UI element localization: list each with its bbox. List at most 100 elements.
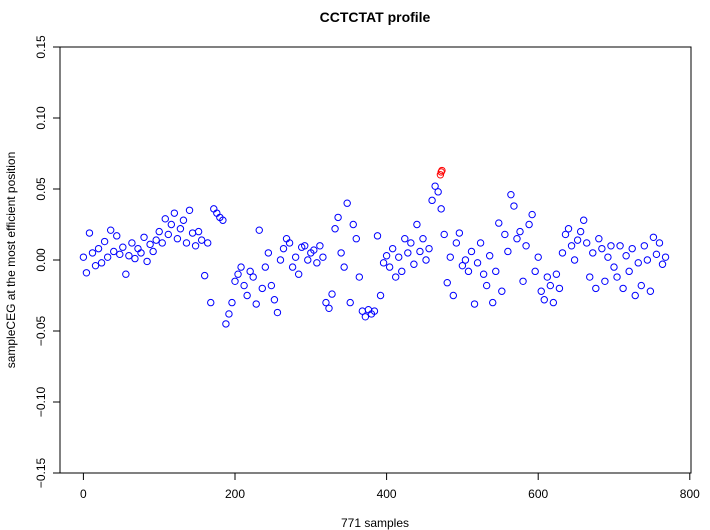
data-point: [125, 252, 133, 260]
data-point: [382, 252, 391, 260]
data-point: [579, 216, 588, 224]
data-point: [310, 246, 318, 254]
data-point: [461, 256, 470, 264]
data-point: [640, 242, 649, 250]
data-point: [273, 308, 282, 317]
y-tick-label: −0.15: [34, 457, 48, 488]
data-point: [507, 190, 515, 199]
data-point: [255, 226, 263, 234]
data-point: [234, 270, 242, 278]
data-point: [586, 273, 594, 281]
data-point: [492, 267, 500, 276]
data-point: [467, 247, 476, 256]
data-point: [140, 233, 148, 241]
data-point: [237, 263, 245, 271]
data-point: [122, 270, 130, 278]
data-point: [573, 236, 582, 244]
y-axis: −0.15 −0.10 −0.05 0.00 0.05 0.10 0.15: [34, 35, 60, 488]
data-point: [422, 256, 430, 264]
data-point: [437, 205, 445, 213]
data-point: [110, 247, 118, 256]
data-point: [583, 239, 591, 247]
data-point: [549, 298, 558, 307]
data-point: [637, 281, 645, 290]
data-point: [204, 239, 212, 247]
data-point: [182, 239, 191, 247]
data-point: [473, 259, 482, 267]
data-point: [328, 290, 336, 298]
data-point: [440, 230, 448, 239]
data-point: [352, 235, 360, 243]
data-point: [443, 279, 451, 287]
data-point: [404, 249, 412, 257]
data-point: [170, 209, 179, 217]
data-point: [622, 252, 630, 260]
data-point: [155, 227, 163, 236]
data-point: [652, 250, 661, 259]
data-point: [106, 226, 115, 234]
data-point: [231, 277, 239, 285]
data-point: [261, 263, 270, 271]
data-point: [379, 259, 388, 267]
data-point: [158, 239, 166, 247]
x-tick-label: 600: [528, 487, 548, 501]
data-point: [661, 253, 670, 261]
data-point: [370, 307, 379, 315]
data-point: [576, 227, 585, 236]
data-point: [197, 236, 206, 244]
highlighted-point: [438, 166, 446, 175]
data-point: [510, 202, 518, 210]
data-point: [79, 253, 88, 261]
data-point: [225, 310, 233, 318]
data-point: [634, 259, 642, 267]
data-point: [146, 240, 154, 249]
data-point: [558, 249, 567, 257]
data-points: [79, 166, 670, 328]
data-point: [152, 236, 160, 244]
data-point: [319, 253, 327, 261]
data-point: [176, 225, 185, 233]
data-point: [167, 220, 176, 229]
data-point: [113, 232, 121, 240]
data-point: [479, 270, 488, 278]
data-point: [658, 260, 667, 268]
data-point: [561, 230, 570, 239]
data-point: [194, 227, 203, 236]
data-point: [161, 215, 169, 223]
data-point: [425, 244, 433, 253]
data-point: [446, 253, 454, 261]
data-point: [388, 244, 397, 253]
data-point: [143, 257, 151, 266]
data-point: [164, 230, 172, 239]
data-point: [552, 270, 561, 278]
data-point: [452, 239, 461, 247]
data-point: [294, 270, 303, 278]
data-point: [185, 206, 194, 215]
data-point: [343, 199, 351, 207]
data-point: [207, 298, 215, 307]
data-point: [416, 247, 424, 256]
data-point: [219, 216, 227, 224]
x-axis-title: 771 samples: [341, 516, 409, 530]
data-point: [407, 239, 415, 247]
data-point: [610, 263, 618, 271]
data-point: [243, 291, 251, 300]
data-point: [288, 263, 297, 271]
data-point: [376, 291, 385, 300]
data-point: [85, 229, 94, 237]
x-axis: 0 200 400 600 800: [80, 473, 700, 501]
data-point: [116, 250, 124, 259]
data-point: [604, 253, 612, 261]
data-point: [240, 281, 248, 290]
data-point: [191, 242, 200, 250]
data-point: [570, 256, 579, 264]
data-point: [334, 213, 342, 222]
data-point: [222, 320, 230, 328]
data-point: [395, 253, 403, 261]
data-point: [267, 281, 276, 290]
data-point: [525, 220, 533, 229]
data-point: [128, 239, 136, 247]
x-tick-label: 200: [225, 487, 245, 501]
data-point: [258, 284, 266, 293]
